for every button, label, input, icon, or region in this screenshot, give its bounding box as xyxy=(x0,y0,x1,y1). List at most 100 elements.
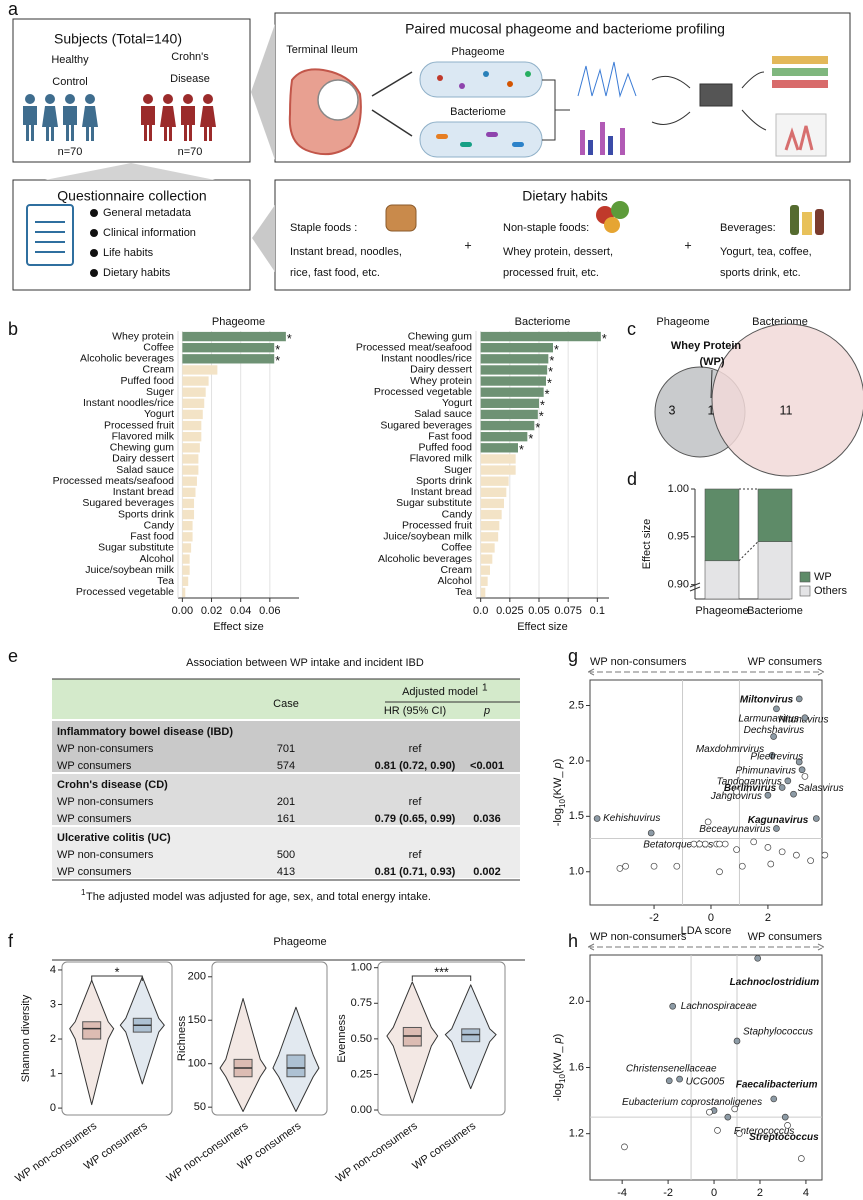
y-tick-label: 0.00 xyxy=(351,1104,372,1116)
mini-bars xyxy=(580,122,625,155)
questionnaire-item: Dietary habits xyxy=(103,267,171,279)
bar xyxy=(480,554,493,564)
diet-group-name: Beverages: xyxy=(720,222,776,234)
bar xyxy=(182,387,206,397)
x-tick-label: 0.0 xyxy=(473,605,488,617)
point xyxy=(795,695,803,703)
bar-segment xyxy=(704,560,740,600)
y-tick-label: 50 xyxy=(194,1101,206,1113)
bar xyxy=(480,498,504,509)
point-label: Staphylococcus xyxy=(743,1027,813,1038)
bar xyxy=(182,587,186,598)
category-label: Alcohol xyxy=(438,575,472,587)
profiling-label: Bacteriome xyxy=(450,106,506,118)
bar xyxy=(480,465,516,475)
person-icon xyxy=(63,94,77,141)
table-header-cell: Case xyxy=(273,698,299,710)
bar xyxy=(182,476,197,486)
y-tick-label: 2 xyxy=(50,1033,56,1045)
y-axis-label-part: -log xyxy=(552,1083,564,1101)
person-icon xyxy=(42,94,58,141)
x-tick-label: 0.05 xyxy=(528,605,549,617)
y-axis-label-part: 10 xyxy=(558,799,567,808)
bar xyxy=(182,487,196,497)
panel-label: c xyxy=(627,319,636,339)
box xyxy=(82,1021,102,1040)
overlap-label: (WP) xyxy=(699,356,724,368)
point xyxy=(721,840,729,848)
group-header: WP non-consumers xyxy=(590,656,687,668)
bar xyxy=(480,398,539,408)
case-cell: 161 xyxy=(277,813,295,825)
y-axis-label: Shannon diversity xyxy=(20,994,32,1082)
point xyxy=(676,1075,683,1083)
leader-line xyxy=(710,369,713,399)
group-label: Healthy xyxy=(51,54,89,66)
x-tick-label: 2 xyxy=(757,1187,763,1199)
point xyxy=(764,844,772,851)
violin xyxy=(219,998,267,1113)
category-label: Candy xyxy=(442,508,473,520)
phage xyxy=(459,83,465,89)
category-label: Cream xyxy=(440,564,472,576)
crohn-icons xyxy=(141,94,216,141)
arrow xyxy=(371,109,413,137)
category-label: Juice/soybean milk xyxy=(383,531,472,543)
point xyxy=(650,862,658,870)
set-circle xyxy=(711,323,863,477)
significance-label: * xyxy=(115,965,120,979)
table-header-note: 1 xyxy=(482,683,488,694)
point xyxy=(770,733,777,740)
bar xyxy=(480,454,516,464)
category-label: Processed fruit xyxy=(104,419,174,431)
plot-frame xyxy=(211,961,328,1116)
x-tick-label: 0 xyxy=(708,912,714,924)
legend-label: WP xyxy=(814,571,832,583)
point xyxy=(812,815,820,822)
y-axis-label-part: ) xyxy=(552,1034,564,1038)
bar xyxy=(182,443,200,453)
section-name: Ulcerative colitis (UC) xyxy=(57,832,171,844)
section-title: Phageome xyxy=(273,936,326,948)
direction-arrow xyxy=(586,668,826,676)
point-label: Beceayunavirus xyxy=(699,824,770,835)
x-tick-label: 0 xyxy=(711,1187,717,1199)
y-tick-label: 1.5 xyxy=(569,810,584,822)
point xyxy=(778,848,786,856)
bar xyxy=(182,543,192,553)
case-cell: 413 xyxy=(277,866,295,878)
point-label: Miltonvirus xyxy=(740,694,794,705)
section-name: Inflammatory bowel disease (IBD) xyxy=(57,726,233,738)
diet-group-line: Whey protein, dessert, xyxy=(503,246,613,258)
healthy-icons xyxy=(23,94,98,141)
bacteriome-capsule xyxy=(419,121,543,158)
point xyxy=(690,840,698,848)
person-icon xyxy=(181,94,195,141)
beverage-icon xyxy=(790,205,824,235)
y-tick-label: 0.90 xyxy=(668,579,689,591)
legend-swatch xyxy=(799,571,811,583)
category-label: Whey protein xyxy=(112,330,174,342)
point xyxy=(616,865,624,872)
significance-star: * xyxy=(519,443,524,457)
y-axis-label-part: (KW_ xyxy=(552,768,564,799)
category-label: Sugar substitute xyxy=(98,542,174,554)
y-axis-label: -log10(KW_ p) xyxy=(552,759,567,827)
y-tick-label: 2.5 xyxy=(569,699,584,711)
y-tick-label: 4 xyxy=(50,964,56,976)
bar xyxy=(480,331,601,342)
y-tick-label: 1.00 xyxy=(668,483,689,495)
point-label: Dechshavirus xyxy=(744,725,805,736)
connector-line xyxy=(738,541,759,562)
panel-label: b xyxy=(8,319,18,339)
point xyxy=(801,773,809,780)
panel-label: a xyxy=(8,0,19,19)
significance-star: * xyxy=(275,343,280,357)
bacterium xyxy=(512,142,524,147)
bar-segment xyxy=(757,488,793,542)
category-label: Salad sauce xyxy=(116,464,174,476)
phage xyxy=(525,71,531,77)
vegetable-icon xyxy=(596,201,629,233)
violin xyxy=(69,979,115,1106)
category-label: Sugared beverages xyxy=(380,419,472,431)
